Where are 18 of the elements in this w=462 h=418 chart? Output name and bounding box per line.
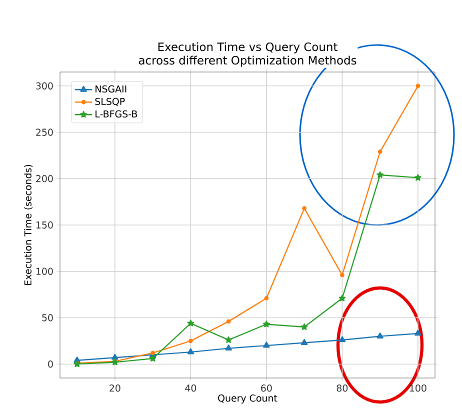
- x-tick-label: 40: [185, 384, 196, 392]
- y-tick-label: 100: [36, 268, 53, 275]
- legend-label: L-BFGS-B: [96, 110, 138, 118]
- x-tick-label: 60: [261, 384, 272, 392]
- y-tick-label: 300: [36, 82, 53, 90]
- y-tick-label: 0: [48, 360, 53, 368]
- legend-label: NSGAII: [96, 85, 126, 93]
- legend-label: SLSQP: [95, 98, 125, 106]
- y-tick-label: 200: [36, 175, 53, 182]
- x-tick-label: 80: [336, 384, 348, 392]
- y-tick-label: 50: [42, 314, 53, 322]
- y-tick-label: 150: [36, 221, 53, 229]
- y-tick-label: 250: [36, 128, 53, 136]
- chart-title: Execution Time vs Query Count across different Optimization Methods: [138, 42, 356, 67]
- x-tick-label: 20: [110, 384, 120, 392]
- y-axis-title: Execution Time (seconds): [24, 164, 33, 285]
- x-tick-label: 100: [410, 384, 426, 392]
- x-axis-title: Query Count: [218, 394, 278, 404]
